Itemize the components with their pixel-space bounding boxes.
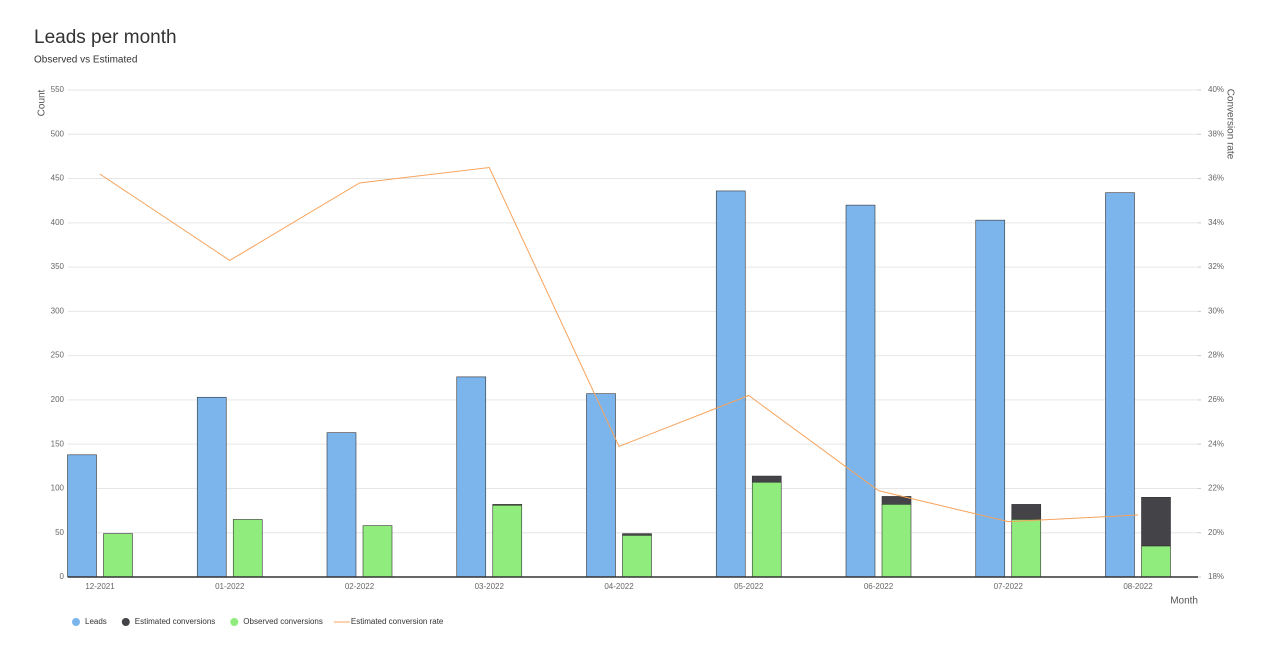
bar (881, 504, 912, 578)
bar (622, 535, 652, 578)
legend-marker (72, 618, 80, 626)
y2-tick-label: 24% (1208, 439, 1224, 448)
chart-subtitle: Observed vs Estimated (34, 55, 137, 66)
y2-tick-label: 20% (1208, 528, 1224, 537)
x-tick-label: 04-2022 (604, 582, 634, 591)
bar (492, 504, 523, 578)
x-tick-label: 06-2022 (864, 582, 894, 591)
bar (456, 376, 487, 578)
y2-tick-label: 34% (1208, 218, 1224, 227)
x-tick-label: 01-2022 (215, 582, 245, 591)
y-tick-label: 450 (51, 174, 65, 183)
legend-label: Leads (85, 617, 107, 626)
bar (362, 525, 393, 578)
y-tick-label: 500 (51, 129, 65, 138)
bar (1141, 497, 1171, 547)
grid (68, 89, 1198, 578)
y-tick-label: 200 (51, 395, 65, 404)
y-tick-label: 150 (51, 439, 65, 448)
y-tick-label: 250 (51, 351, 65, 360)
chart-title: Leads per month (34, 27, 177, 48)
y2-tick-label: 30% (1208, 306, 1224, 315)
legend-label: Observed conversions (243, 617, 323, 626)
bar (1105, 192, 1135, 578)
bar (1011, 504, 1042, 520)
y-tick-label: 100 (51, 484, 65, 493)
x-tick-label: 02-2022 (345, 582, 375, 591)
bar (196, 396, 227, 578)
y-tick-label: 550 (51, 85, 65, 94)
x-axis-title: Month (1170, 596, 1198, 607)
bar (845, 204, 876, 578)
bar (326, 432, 357, 578)
bar (751, 475, 782, 483)
x-tick-label: 03-2022 (475, 582, 505, 591)
legend-label: Estimated conversions (135, 617, 215, 626)
line (99, 166, 1139, 523)
y-tick-label: 0 (60, 572, 65, 581)
y-tick-label: 300 (51, 306, 65, 315)
y2-tick-label: 22% (1208, 484, 1224, 493)
y-tick-label: 50 (55, 528, 64, 537)
x-tick-label: 05-2022 (734, 582, 764, 591)
y2-tick-label: 28% (1208, 351, 1224, 360)
bar (232, 519, 263, 578)
y-tick-label: 350 (51, 262, 65, 271)
bar (975, 219, 1006, 578)
y2-axis-title: Conversion rate (1224, 89, 1235, 160)
y2-tick-label: 38% (1208, 129, 1224, 138)
bar (586, 393, 616, 578)
y2-tick-label: 26% (1208, 395, 1224, 404)
legend-label: Estimated conversion rate (351, 617, 444, 626)
legend: Leads Estimated conversions Observed conve… (72, 617, 444, 626)
y2-tick-label: 36% (1208, 174, 1224, 183)
x-tick-label: 08-2022 (1123, 582, 1153, 591)
y-tick-label: 400 (51, 218, 65, 227)
y2-tick-label: 32% (1208, 262, 1224, 271)
bar (103, 533, 133, 578)
x-tick-label: 07-2022 (994, 582, 1024, 591)
legend-marker (121, 618, 130, 626)
bar (1141, 545, 1171, 578)
bar (715, 190, 746, 578)
x-tick-label: 12-2021 (85, 582, 115, 591)
bar (1011, 519, 1042, 578)
y-axis-title: Count (37, 89, 48, 116)
bar (67, 454, 97, 578)
y2-tick-label: 18% (1208, 572, 1224, 581)
y2-tick-label: 40% (1208, 85, 1224, 94)
legend-marker (230, 618, 239, 626)
bar (751, 481, 782, 578)
